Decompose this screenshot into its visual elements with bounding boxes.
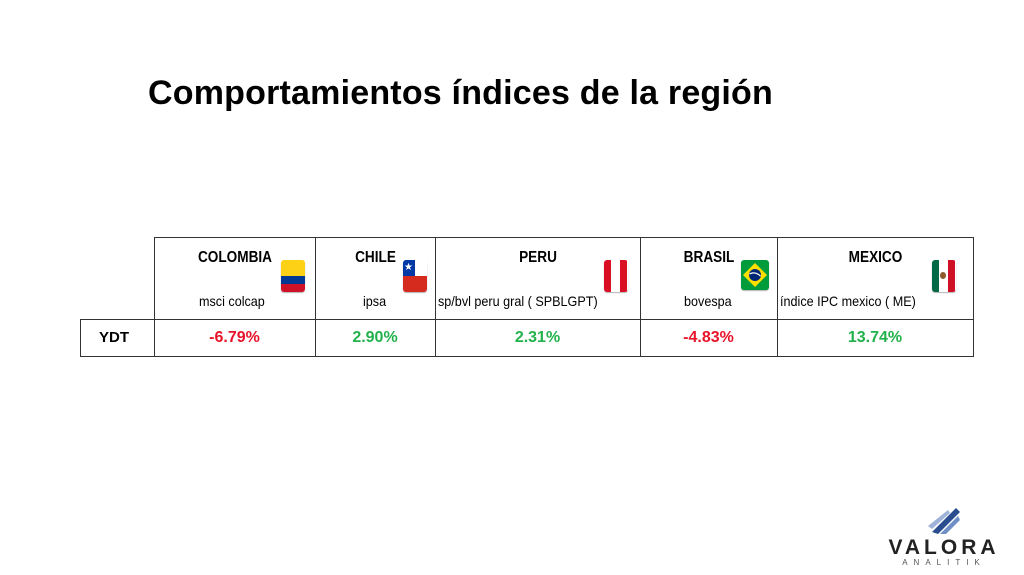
country-name: MEXICO (848, 249, 902, 266)
regional-indices-table: COLOMBIA msci colcap CHILE ipsa ★ (80, 237, 974, 357)
value-cell-peru: 2.31% (434, 319, 641, 357)
value-cell-mexico: 13.74% (776, 319, 974, 357)
index-name: bovespa (683, 293, 732, 309)
logo-mark-icon (928, 508, 960, 534)
value-cell-brasil: -4.83% (639, 319, 778, 357)
column-header-peru: PERU sp/bvl peru gral ( SPBLGPT) (434, 237, 641, 320)
country-name: PERU (518, 249, 557, 266)
index-name: índice IPC mexico ( ME) (779, 293, 916, 309)
column-header-mexico: MEXICO índice IPC mexico ( ME) (776, 237, 974, 320)
column-header-brasil: BRASIL bovespa (639, 237, 778, 320)
logo-subtitle: ANALITIK (902, 558, 986, 567)
column-header-chile: CHILE ipsa ★ (314, 237, 436, 320)
index-name: ipsa (362, 293, 386, 309)
column-header-colombia: COLOMBIA msci colcap (153, 237, 316, 320)
country-name: CHILE (354, 249, 396, 266)
valora-analitik-logo: VALORA ANALITIK (888, 506, 1000, 568)
corner-cell (80, 237, 155, 320)
index-name: sp/bvl peru gral ( SPBLGPT) (437, 293, 598, 309)
chile-flag-icon: ★ (402, 260, 427, 292)
brazil-flag-icon (740, 260, 769, 290)
ydt-row: YDT -6.79% 2.90% 2.31% -4.83% 13.74% (80, 319, 974, 357)
mexico-flag-icon (931, 260, 956, 292)
logo-wordmark: VALORA (888, 536, 1000, 559)
country-name: BRASIL (683, 249, 734, 266)
index-name: msci colcap (198, 293, 265, 309)
page-title: Comportamientos índices de la región (148, 74, 773, 112)
colombia-flag-icon (280, 260, 305, 292)
peru-flag-icon (603, 260, 628, 292)
country-name: COLOMBIA (197, 249, 272, 266)
row-label: YDT (80, 319, 155, 357)
header-row: COLOMBIA msci colcap CHILE ipsa ★ (80, 237, 974, 320)
value-cell-chile: 2.90% (314, 319, 436, 357)
value-cell-colombia: -6.79% (153, 319, 316, 357)
